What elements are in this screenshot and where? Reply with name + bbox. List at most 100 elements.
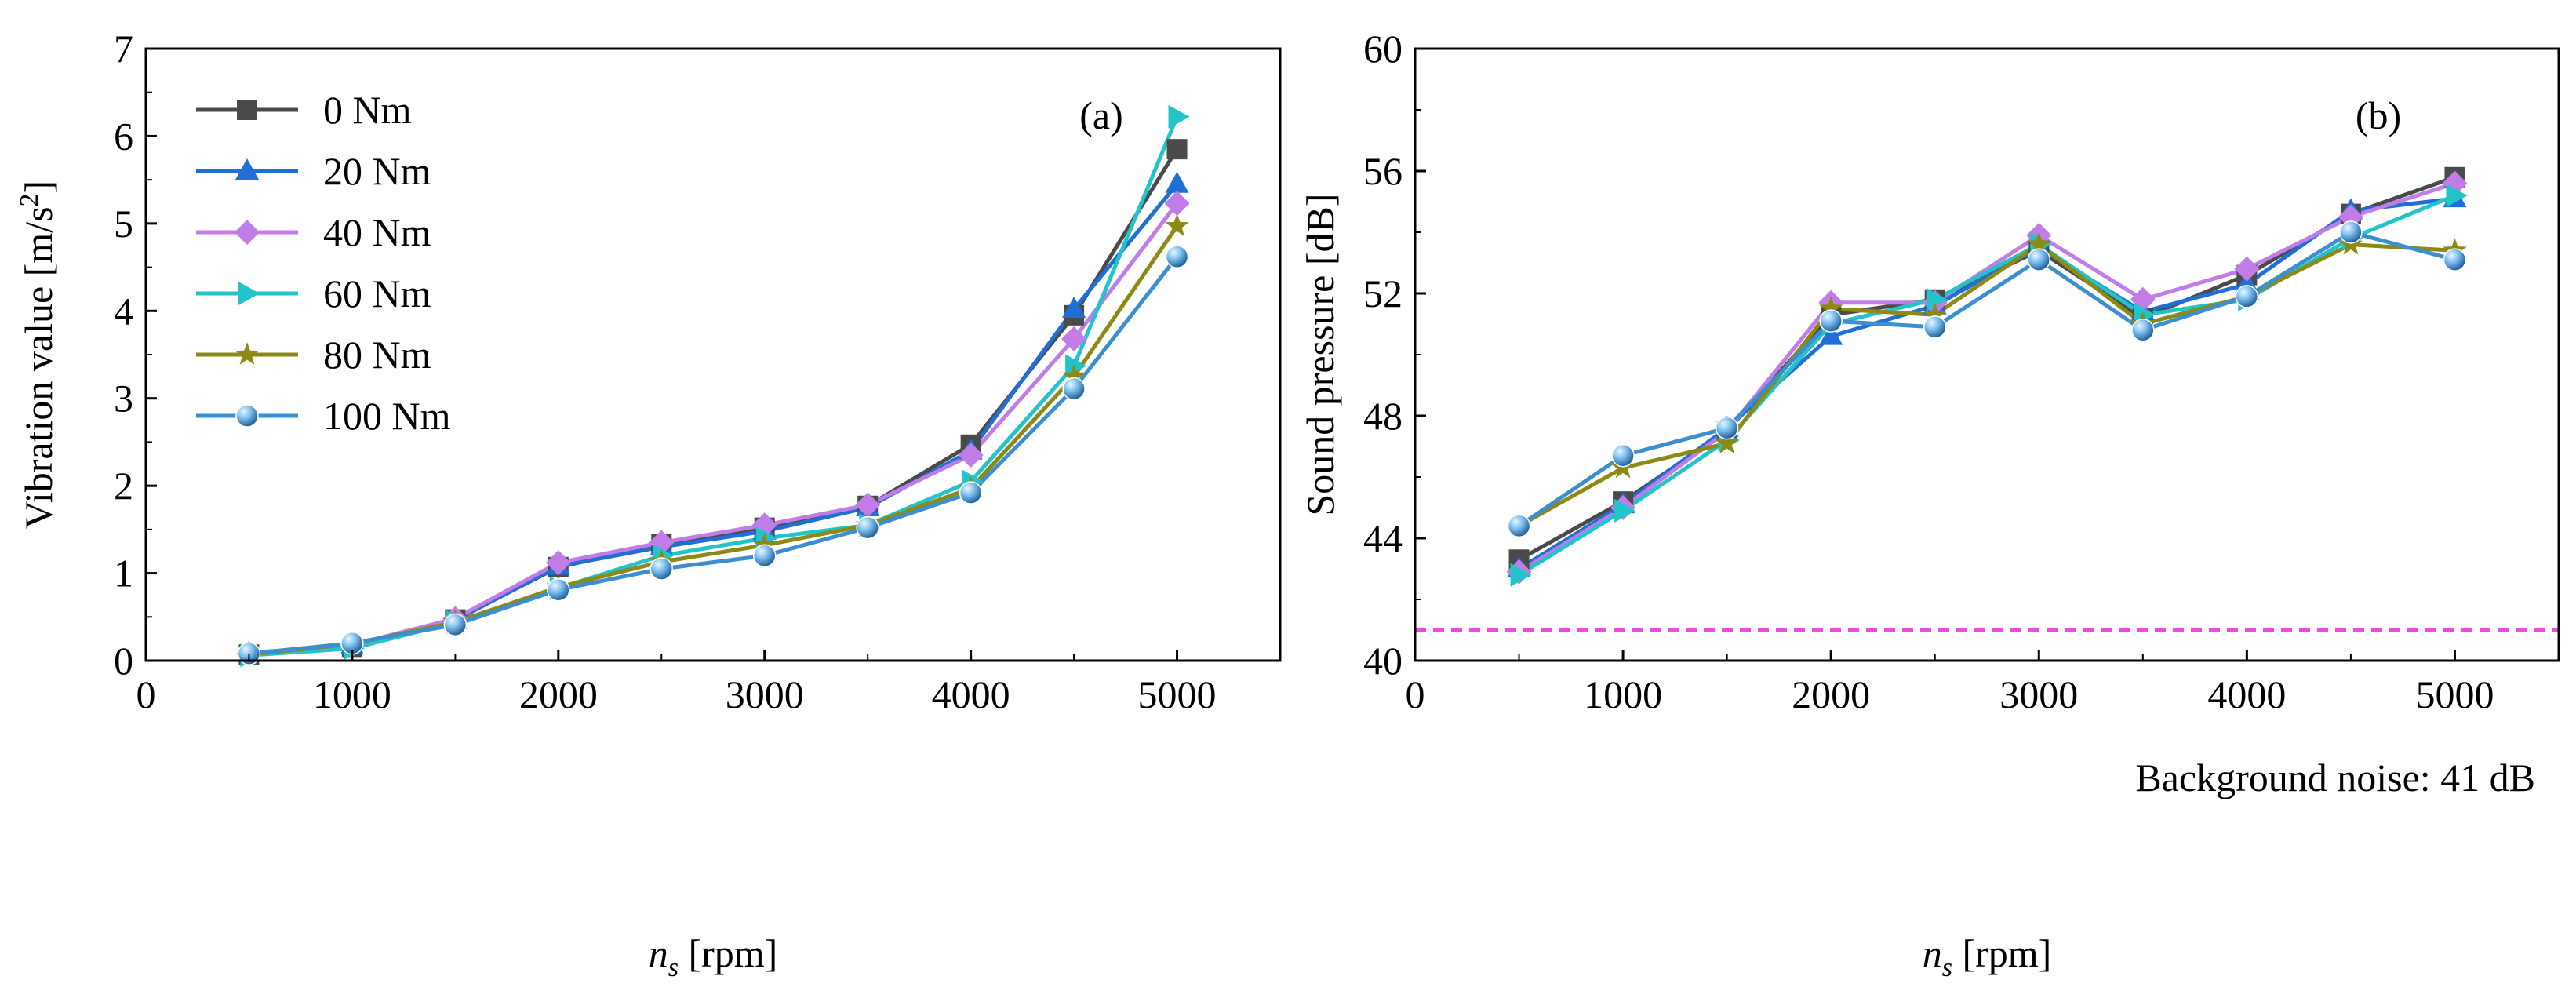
y-tick-label: 3 [114, 377, 133, 421]
data-point [856, 515, 879, 540]
plot-frame [1414, 47, 2560, 662]
legend-label: 80 Nm [323, 333, 431, 377]
y-tick-label: 48 [1363, 394, 1403, 438]
data-point [1164, 191, 1190, 217]
data-point [2027, 248, 2051, 271]
data-point [1819, 309, 1843, 333]
legend-marker [237, 100, 257, 120]
data-point [649, 557, 674, 581]
data-point [1507, 514, 1531, 538]
legend-item: 20 Nm [196, 149, 431, 193]
data-point [1062, 297, 1086, 319]
legend-label: 40 Nm [323, 210, 431, 254]
series-line-60-nm [249, 115, 1179, 657]
y-tick-label: 6 [114, 114, 133, 158]
legend-item: 40 Nm [196, 210, 431, 254]
legend-label: 0 Nm [323, 88, 412, 132]
series-line-100-nm [1518, 230, 2456, 528]
data-point [1061, 326, 1087, 351]
legend-label: 60 Nm [323, 271, 431, 315]
x-tick-label: 2000 [1792, 672, 1870, 716]
data-point [2131, 319, 2155, 342]
x-tick-label: 1000 [313, 672, 391, 716]
sound-pressure-chart: (b) Background noise: 41 dB ns [rpm] Sou… [1298, 27, 2560, 982]
data-point [1165, 171, 1189, 193]
data-point [1715, 416, 1739, 440]
data-point [545, 550, 571, 576]
data-point [547, 577, 570, 602]
x-tick-label: 3000 [1999, 672, 2078, 716]
legend-marker [235, 342, 260, 365]
data-point [959, 481, 983, 504]
data-point [2443, 248, 2467, 271]
y-tick-label: 60 [1363, 27, 1403, 71]
data-point [1611, 443, 1635, 468]
y-tick-label: 1 [114, 552, 133, 596]
x-axis-label: ns [rpm] [649, 931, 778, 982]
data-point [1165, 245, 1189, 268]
x-tick-label: 0 [136, 672, 156, 716]
data-point [2235, 285, 2259, 308]
data-point [752, 544, 777, 568]
data-point [443, 613, 468, 637]
data-point [1923, 302, 1947, 326]
legend-label: 20 Nm [323, 149, 431, 193]
data-point [1510, 563, 1532, 587]
legend-label: 100 Nm [323, 394, 451, 438]
y-tick-label: 7 [114, 27, 133, 71]
legend-item: 100 Nm [196, 394, 451, 438]
data-point [1166, 139, 1188, 160]
y-tick-label: 44 [1363, 516, 1403, 560]
vibration-chart: (a) ns [rpm] Vibration value [m/s2] 0 Nm… [15, 27, 1282, 982]
x-tick-label: 0 [1406, 672, 1425, 716]
x-tick-label: 3000 [726, 672, 804, 716]
panel-label: (b) [2356, 93, 2401, 137]
legend-item: 60 Nm [196, 271, 431, 315]
data-point [1819, 323, 1843, 345]
legend-item: 0 Nm [196, 88, 412, 132]
series-line-80-nm [1518, 242, 2455, 528]
legend-item: 80 Nm [196, 333, 431, 377]
y-axis-label: Sound pressure [dB] [1298, 193, 1342, 515]
data-point [2446, 184, 2468, 208]
data-point [958, 443, 984, 468]
data-point [2027, 231, 2051, 255]
y-tick-label: 4 [114, 289, 133, 333]
legend: 0 Nm 20 Nm 40 Nm 60 Nm 80 Nm 100 Nm [196, 88, 451, 438]
x-axis-label: ns [rpm] [1923, 931, 2052, 982]
data-point [1062, 377, 1086, 401]
data-point [237, 642, 261, 665]
x-tick-label: 4000 [2207, 672, 2286, 716]
legend-marker [235, 158, 259, 180]
panel-label: (a) [1079, 93, 1123, 137]
x-tick-label: 5000 [2415, 672, 2494, 716]
x-tick-label: 1000 [1584, 672, 1662, 716]
y-axis-label: Vibration value [m/s2] [15, 180, 60, 529]
y-tick-label: 2 [114, 464, 133, 508]
data-point [1819, 296, 1843, 319]
x-tick-label: 2000 [519, 672, 598, 716]
data-point [1923, 315, 1947, 339]
y-tick-label: 40 [1363, 639, 1403, 683]
data-point [1926, 287, 1948, 311]
legend-marker [235, 220, 260, 245]
data-point [1715, 431, 1739, 453]
data-point [2339, 220, 2363, 244]
series-line-20-nm [1518, 196, 2455, 571]
data-point [752, 532, 777, 555]
series-line-40-nm [1518, 181, 2456, 574]
data-point [1168, 104, 1190, 129]
series-line-100-nm [249, 255, 1179, 656]
data-point [1061, 363, 1086, 387]
x-tick-label: 4000 [932, 672, 1010, 716]
y-tick-label: 0 [114, 639, 133, 683]
data-point [2234, 256, 2260, 282]
plot-frame [144, 47, 1282, 662]
legend-marker [235, 404, 259, 428]
x-tick-label: 5000 [1138, 672, 1217, 716]
y-tick-label: 5 [114, 202, 133, 246]
data-point [1614, 498, 1636, 523]
data-point [855, 492, 881, 518]
legend-marker [238, 282, 260, 305]
